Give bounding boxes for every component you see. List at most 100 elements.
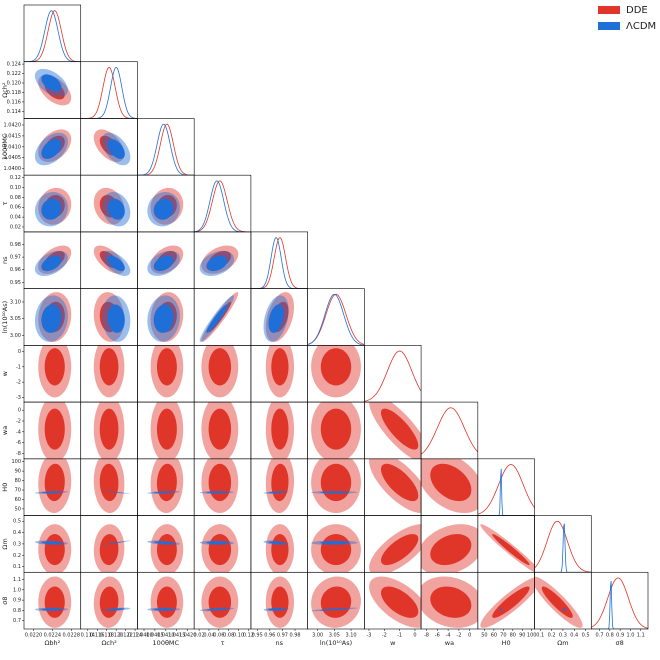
x-tick-label: 80 [510, 633, 516, 639]
x-tick-label: 0.114 [81, 633, 95, 639]
y-tick-label: 0.9 [13, 598, 21, 604]
y-tick-label: 0.116 [7, 99, 21, 105]
y-tick-label: 60 [15, 497, 21, 503]
contour-68 [320, 408, 352, 450]
panel-frame [420, 401, 479, 460]
legend-swatch [598, 6, 620, 14]
marginal-curve [421, 407, 478, 455]
y-tick-label: 1.0 [13, 587, 21, 593]
y-tick-label: 1.0420 [4, 123, 22, 129]
contour-68 [271, 408, 289, 450]
x-tick-label: 0.4 [570, 633, 578, 639]
panel [307, 345, 365, 403]
x-axis-label: Ωbh² [44, 639, 60, 647]
panel: 0.114 0.116 0.118 0.120 0.122 0.124 Ωch² [1, 61, 82, 119]
y-tick-label: 50 [15, 506, 21, 512]
y-axis-label: 100θMC [1, 133, 9, 160]
y-axis-label: Ωch² [1, 82, 9, 98]
contour-68 [380, 408, 419, 450]
x-tick-label: 60 [491, 633, 497, 639]
panel [420, 515, 479, 573]
x-tick-label: 1.0405 [146, 633, 164, 639]
panel: 0.7 0.8 0.9 1.0 1.1 σ8 [590, 571, 649, 647]
contour-68 [41, 74, 62, 92]
x-tick-label: 1.0 [626, 633, 634, 639]
panel: -8 -6 -4 -2 0 wa [1, 401, 82, 460]
contour-68 [44, 348, 65, 386]
contour-68 [268, 541, 284, 545]
contour-68 [156, 586, 177, 618]
y-tick-label: -4 [16, 429, 21, 435]
marginal-curve [194, 180, 251, 232]
x-axis-label: w [390, 639, 396, 647]
contour-68 [380, 534, 419, 566]
panel [137, 288, 195, 346]
contour-68 [271, 348, 289, 386]
panel [193, 174, 252, 233]
x-tick-label: -6 [435, 633, 440, 639]
y-axis-label: w [1, 370, 9, 376]
x-tick-label: -2 [456, 633, 461, 639]
contour-68 [380, 463, 419, 502]
x-axis-label: τ [221, 639, 225, 647]
marginal-curve [534, 520, 592, 573]
contour-68 [153, 491, 174, 494]
y-tick-label: 0.124 [7, 62, 21, 68]
y-axis-label: ns [1, 256, 9, 264]
x-tick-label: 90 [519, 633, 525, 639]
panel: -8 -6 -4 -2 0 wa [420, 571, 479, 647]
y-tick-label: 0.2 [13, 553, 21, 559]
panel [364, 345, 422, 403]
marginal-curve [534, 523, 592, 573]
y-tick-label: 0.1 [13, 564, 21, 570]
x-axis-label: σ8 [616, 639, 624, 647]
x-tick-label: 1.1 [637, 633, 645, 639]
panel [307, 288, 365, 346]
y-tick-label: 0.4 [13, 530, 21, 536]
contour-68 [44, 586, 65, 618]
x-tick-label: 3.05 [329, 633, 340, 639]
x-tick-label: -3 [366, 633, 371, 639]
x-tick-label: 0.97 [277, 633, 288, 639]
y-tick-label: 80 [15, 478, 21, 484]
y-tick-label: 100 [11, 459, 21, 465]
y-tick-label: 3.00 [10, 333, 21, 339]
contour-68 [107, 541, 125, 545]
contour-68 [153, 198, 174, 220]
y-tick-label: 0.95 [10, 280, 21, 286]
contour-68 [99, 534, 119, 566]
x-tick-label: 0.0228 [63, 633, 81, 639]
marginal-curve [477, 464, 535, 515]
panel [137, 401, 195, 460]
marginal-curve [80, 66, 138, 119]
contour-68 [41, 608, 62, 611]
panel [137, 458, 195, 516]
contour-68 [208, 586, 232, 618]
contour-68 [156, 534, 177, 566]
panel [307, 458, 365, 516]
panel [250, 288, 308, 346]
panel [307, 515, 365, 573]
x-tick-label: 3.10 [345, 633, 356, 639]
x-tick-label: 0.02 [194, 633, 205, 639]
panel [364, 401, 422, 460]
panel-frame [590, 571, 649, 630]
contour-68 [430, 586, 472, 618]
y-tick-label: -8 [16, 451, 21, 457]
x-tick-label: 0.120 [109, 633, 123, 639]
x-tick-label: 70 [500, 633, 506, 639]
x-tick-label: 50 [481, 633, 487, 639]
x-tick-label: 0.122 [118, 633, 132, 639]
y-tick-label: -2 [16, 419, 21, 425]
panel [80, 288, 138, 346]
contour-68 [271, 586, 289, 618]
panel: -3 -2 -1 0 w [1, 345, 82, 403]
x-tick-label: 0.95 [252, 633, 263, 639]
x-axis-label: ln(10¹⁰As) [320, 639, 352, 647]
contour-68 [320, 463, 352, 502]
